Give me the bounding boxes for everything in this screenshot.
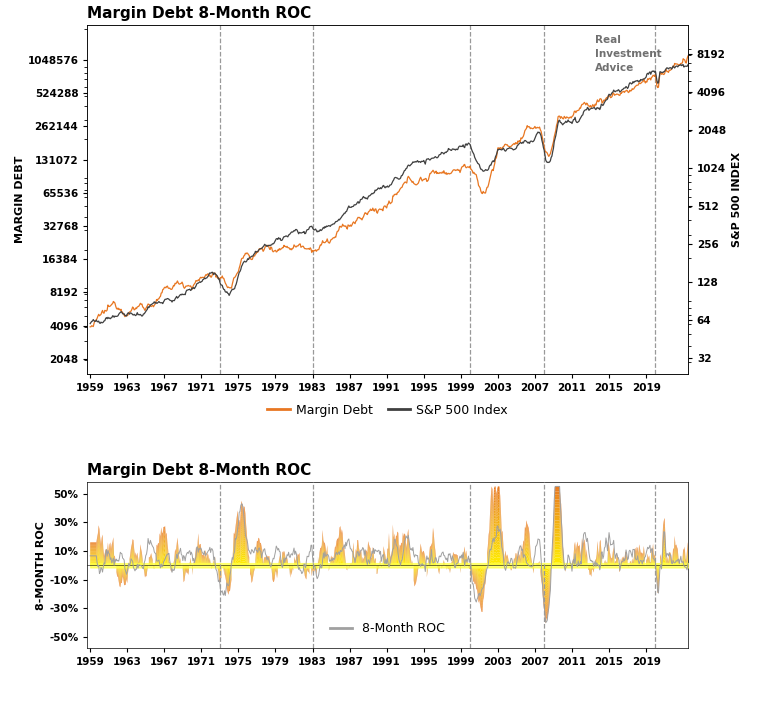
Text: Real
Investment
Advice: Real Investment Advice <box>595 35 661 73</box>
Y-axis label: MARGIN DEBT: MARGIN DEBT <box>14 156 24 243</box>
Y-axis label: S&P 500 INDEX: S&P 500 INDEX <box>732 151 742 247</box>
Text: Margin Debt 8-Month ROC: Margin Debt 8-Month ROC <box>87 6 312 20</box>
Text: Margin Debt 8-Month ROC: Margin Debt 8-Month ROC <box>87 463 312 478</box>
Legend: 8-Month ROC: 8-Month ROC <box>325 617 450 640</box>
Legend: Margin Debt, S&P 500 Index: Margin Debt, S&P 500 Index <box>262 399 513 422</box>
Y-axis label: 8-MONTH ROC: 8-MONTH ROC <box>36 521 46 610</box>
